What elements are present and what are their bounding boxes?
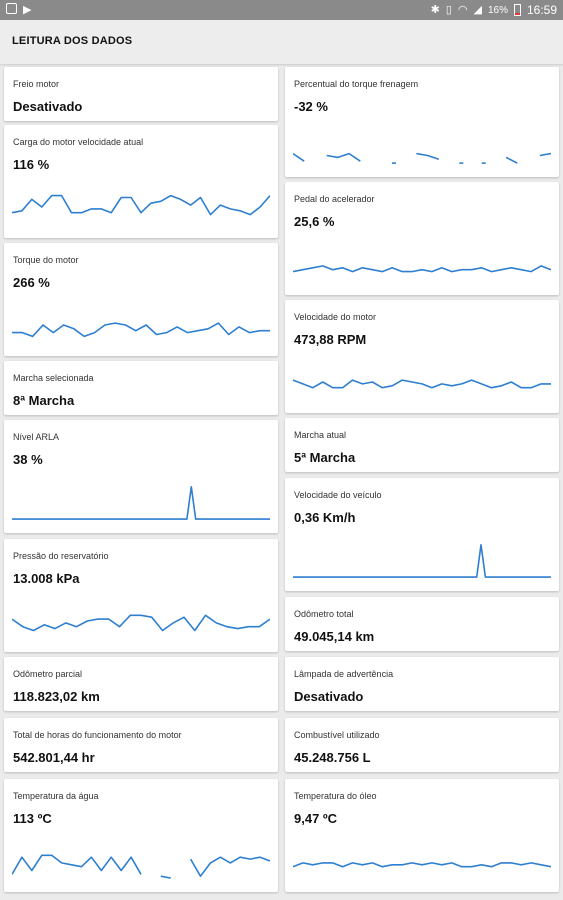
battery-percent: 16%: [487, 4, 508, 16]
card-pedal-acelerador[interactable]: Pedal do acelerador 25,6 %: [285, 182, 559, 295]
card-value: 542.801,44 hr: [13, 750, 95, 765]
sparkline-line: [12, 194, 270, 216]
sparkline-line: [160, 875, 171, 879]
card-temperatura-agua[interactable]: Temperatura da água 113 ºC: [4, 779, 278, 892]
card-value: 113 ºC: [13, 811, 52, 826]
sparkline-line: [293, 152, 305, 162]
card-total-horas[interactable]: Total de horas do funcionamento do motor…: [4, 718, 278, 772]
card-label: Temperatura do óleo: [294, 791, 377, 801]
card-label: Lâmpada de advertência: [294, 669, 394, 679]
sparkline-chart: [12, 322, 270, 338]
sparkline-chart: [12, 614, 270, 632]
card-odometro-total[interactable]: Odômetro total 49.045,14 km: [285, 597, 559, 651]
sparkline-line: [293, 379, 551, 389]
status-bar-left: ▶: [6, 3, 31, 17]
signal-icon: ◢: [473, 4, 482, 16]
card-label: Torque do motor: [13, 255, 79, 265]
card-marcha-atual[interactable]: Marcha atual 5ª Marcha: [285, 418, 559, 472]
card-temperatura-oleo[interactable]: Temperatura do óleo 9,47 ºC: [285, 779, 559, 892]
card-label: Nível ARLA: [13, 432, 60, 442]
card-nivel-arla[interactable]: Nível ARLA 38 %: [4, 420, 278, 533]
sparkline-chart: [12, 194, 270, 216]
play-icon: ▶: [23, 4, 32, 16]
card-label: Carga do motor velocidade atual: [13, 137, 144, 147]
card-label: Odômetro total: [294, 609, 354, 619]
card-label: Pressão do reservatório: [13, 551, 109, 561]
status-bar-right: ✱ ▯ ◠ ◢ 16% 16:59: [431, 3, 557, 17]
card-value: 266 %: [13, 275, 50, 290]
wifi-icon: ◠: [457, 4, 468, 16]
card-value: 38 %: [13, 452, 43, 467]
card-lampada-advertencia[interactable]: Lâmpada de advertência Desativado: [285, 657, 559, 711]
card-label: Percentual do torque frenagem: [294, 79, 419, 89]
sparkline-line: [189, 856, 270, 878]
sparkline-chart: [293, 152, 551, 164]
sparkline-line: [326, 152, 361, 162]
card-label: Temperatura da água: [13, 791, 99, 801]
sparkline-line: [416, 152, 440, 161]
card-pressao-reservatorio[interactable]: Pressão do reservatório 13.008 kPa: [4, 539, 278, 652]
sparkline-line: [539, 152, 551, 157]
sparkline-line: [293, 265, 551, 273]
card-velocidade-motor[interactable]: Velocidade do motor 473,88 RPM: [285, 300, 559, 413]
card-value: 116 %: [13, 157, 50, 172]
sparkline-line: [293, 544, 551, 578]
card-combustivel-utilizado[interactable]: Combustível utilizado 45.248.756 L: [285, 718, 559, 772]
app-bar: LEITURA DOS DADOS: [0, 20, 563, 64]
card-label: Velocidade do veículo: [294, 490, 382, 500]
card-freio-motor[interactable]: Freio motor Desativado: [4, 67, 278, 121]
sparkline-chart: [293, 265, 551, 273]
card-value: Desativado: [13, 99, 83, 114]
card-value: 473,88 RPM: [294, 332, 367, 347]
card-value: 8ª Marcha: [13, 393, 75, 408]
gallery-icon: [6, 3, 17, 14]
card-label: Total de horas do funcionamento do motor: [13, 730, 182, 740]
sparkline-chart: [12, 486, 270, 520]
card-value: 25,6 %: [294, 214, 335, 229]
status-bar: ▶ ✱ ▯ ◠ ◢ 16% 16:59: [0, 0, 563, 20]
card-label: Odômetro parcial: [13, 669, 83, 679]
card-carga-motor[interactable]: Carga do motor velocidade atual 116 %: [4, 125, 278, 238]
card-value: 13.008 kPa: [13, 571, 80, 586]
card-odometro-parcial[interactable]: Odômetro parcial 118.823,02 km: [4, 657, 278, 711]
card-label: Pedal do acelerador: [294, 194, 375, 204]
card-label: Combustível utilizado: [294, 730, 380, 740]
card-value: 45.248.756 L: [294, 750, 371, 765]
card-torque-motor[interactable]: Torque do motor 266 %: [4, 243, 278, 356]
page-title: LEITURA DOS DADOS: [12, 35, 133, 47]
clock: 16:59: [526, 3, 557, 17]
card-label: Marcha selecionada: [13, 373, 94, 383]
card-percentual-torque-frenagem[interactable]: Percentual do torque frenagem -32 %: [285, 67, 559, 177]
sparkline-line: [12, 854, 142, 875]
sparkline-line: [12, 486, 270, 520]
battery-icon: [513, 4, 521, 16]
sparkline-chart: [12, 854, 270, 879]
card-marcha-selecionada[interactable]: Marcha selecionada 8ª Marcha: [4, 361, 278, 415]
card-value: 118.823,02 km: [13, 689, 100, 704]
sparkline-chart: [293, 544, 551, 578]
card-value: Desativado: [294, 689, 364, 704]
bluetooth-icon: ✱: [430, 4, 440, 16]
sparkline-chart: [293, 379, 551, 389]
card-value: 5ª Marcha: [294, 450, 356, 465]
sparkline-line: [12, 614, 270, 632]
sparkline-line: [293, 862, 551, 868]
sparkline-line: [12, 322, 270, 338]
sparkline-line: [505, 156, 518, 164]
card-value: 49.045,14 km: [294, 629, 375, 644]
card-label: Velocidade do motor: [294, 312, 377, 322]
card-label: Marcha atual: [294, 430, 347, 440]
sparkline-chart: [293, 862, 551, 868]
card-value: 9,47 ºC: [294, 811, 338, 826]
card-velocidade-veiculo[interactable]: Velocidade do veículo 0,36 Km/h: [285, 478, 559, 591]
vibrate-icon: ▯: [445, 4, 452, 16]
card-value: -32 %: [294, 99, 328, 114]
card-value: 0,36 Km/h: [294, 510, 356, 525]
card-label: Freio motor: [13, 79, 60, 89]
